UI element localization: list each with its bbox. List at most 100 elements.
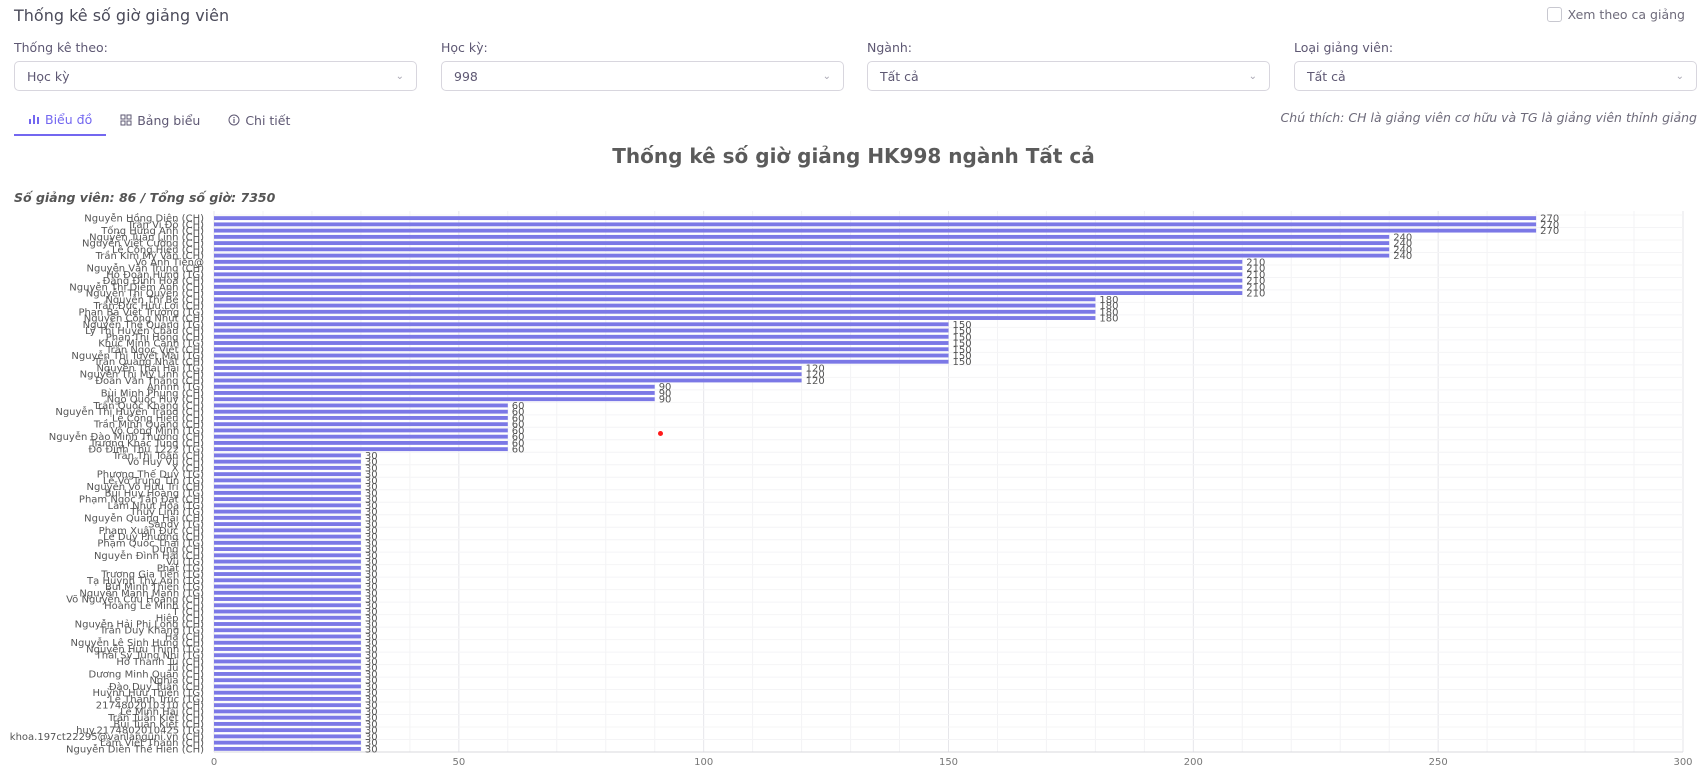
category-label: Nguyễn Quang Hải (CH) [84, 511, 204, 524]
value-label: 210 [1246, 276, 1265, 287]
value-label: 180 [1099, 307, 1118, 318]
shift-view-toggle[interactable]: Xem theo ca giảng [1546, 7, 1685, 22]
value-label: 30 [365, 632, 378, 643]
value-label: 60 [512, 401, 525, 412]
view-tabs: Biểu đồ Bảng biểu Chi tiết [14, 104, 304, 136]
tab-chart[interactable]: Biểu đồ [14, 104, 107, 136]
bar [214, 522, 361, 527]
statistic-by-select[interactable]: Học kỳ ⌄ [14, 61, 417, 91]
category-label: Hồ Thanh Tú (CH) [116, 656, 204, 668]
category-label: Nguyễn Việt Cường (CH) [82, 237, 204, 250]
value-label: 210 [1246, 264, 1265, 275]
value-label: 30 [365, 663, 378, 674]
value-label: 180 [1099, 295, 1118, 306]
category-label: Tạ Huỳnh Thy Anh (TG) [86, 575, 204, 587]
bar [214, 303, 1096, 308]
semester-select[interactable]: 998 ⌄ [441, 61, 844, 91]
filter-major: Ngành: Tất cả ⌄ [867, 40, 1270, 91]
lecturer-type-select[interactable]: Tất cả ⌄ [1294, 61, 1697, 91]
category-label: Trần Đức Hữu Lợi (CH) [93, 300, 205, 312]
bar [214, 628, 361, 633]
value-label: 30 [365, 476, 378, 487]
value-label: 240 [1393, 245, 1412, 256]
bar [214, 740, 361, 745]
tab-label: Chi tiết [245, 112, 291, 128]
value-label: 30 [365, 563, 378, 574]
category-label: Võ Nguyễn Cửu Hoàng (CH) [66, 593, 204, 606]
category-label: Ha (CH) [165, 632, 204, 643]
category-label: Tống Hưng Anh (CH) [100, 225, 204, 237]
value-label: 30 [365, 694, 378, 705]
value-label: 150 [953, 339, 972, 350]
value-label: 30 [365, 451, 378, 462]
value-label: 30 [365, 738, 378, 749]
bar [214, 372, 802, 377]
category-label: Phan Bá Việt Trường (TG) [78, 306, 204, 318]
category-label: Trần Vi Đô (CH) [127, 219, 204, 231]
x-tick-label: 50 [452, 757, 465, 768]
category-label: Lê Thanh Trúc (TG) [109, 693, 204, 705]
value-label: 30 [365, 570, 378, 581]
category-label: Trần Tuấn Kiệt (CH) [107, 712, 204, 724]
bar [214, 328, 949, 333]
value-label: 150 [953, 345, 972, 356]
bar [214, 609, 361, 614]
bar [214, 746, 361, 751]
bar [214, 297, 1096, 302]
value-label: 60 [512, 407, 525, 418]
filter-label: Ngành: [867, 40, 913, 55]
category-label: Lê Võ Trung Tín (TG) [103, 475, 204, 487]
bar [214, 253, 1390, 258]
tab-details[interactable]: Chi tiết [214, 104, 304, 136]
bar [214, 497, 361, 502]
bar [214, 578, 361, 583]
value-label: 30 [365, 713, 378, 724]
category-label: Nguyễn Thị Huyền Trang (CH) [55, 405, 204, 418]
bar [214, 434, 508, 439]
category-label: Phạm Quốc Thái (TG) [97, 537, 204, 549]
value-label: 30 [365, 495, 378, 506]
value-label: 210 [1246, 282, 1265, 293]
value-label: 270 [1540, 214, 1559, 225]
value-label: 30 [365, 626, 378, 637]
value-label: 30 [365, 457, 378, 468]
category-label: Khúc Minh Cảnh (TG) [98, 338, 204, 350]
value-label: 90 [659, 382, 672, 393]
value-label: 270 [1540, 220, 1559, 231]
value-label: 30 [365, 582, 378, 593]
bar [214, 540, 361, 545]
bar [214, 572, 361, 576]
value-label: 90 [659, 395, 672, 406]
category-label: Trần Minh Quang (CH) [93, 419, 204, 431]
category-label: Nguyễn Thị Diễm Anh (CH) [69, 280, 204, 293]
category-label: Sandy (TG) [148, 520, 204, 531]
value-label: 30 [365, 545, 378, 556]
bar [214, 278, 1243, 283]
checkbox-icon[interactable] [1546, 7, 1562, 22]
value-label: 30 [365, 669, 378, 680]
tab-table[interactable]: Bảng biểu [106, 104, 214, 136]
bar [214, 584, 361, 589]
category-label: Trần Duy Khang (TG) [99, 625, 204, 637]
filter-label: Học kỳ: [441, 40, 488, 55]
category-label: Nguyễn Thái Hải (TG) [96, 361, 204, 374]
bar [214, 734, 361, 739]
bar [214, 647, 361, 651]
category-label: Trần Quang Nhật (CH) [93, 356, 204, 368]
bar [214, 478, 361, 483]
category-label: Lê Công Hiếu (CH) [112, 244, 204, 256]
bar [214, 690, 361, 695]
chevron-down-icon: ⌄ [822, 70, 831, 82]
shift-toggle-label: Xem theo ca giảng [1567, 7, 1685, 22]
value-label: 240 [1393, 232, 1412, 243]
bar-chart-icon [29, 115, 39, 124]
value-label: 30 [365, 701, 378, 712]
value-label: 30 [365, 726, 378, 737]
value-label: 30 [365, 488, 378, 499]
value-label: 150 [953, 351, 972, 362]
bar [214, 428, 508, 433]
major-select[interactable]: Tất cả ⌄ [867, 61, 1270, 91]
bar [214, 378, 802, 383]
bar [214, 490, 361, 495]
bar [214, 509, 361, 514]
